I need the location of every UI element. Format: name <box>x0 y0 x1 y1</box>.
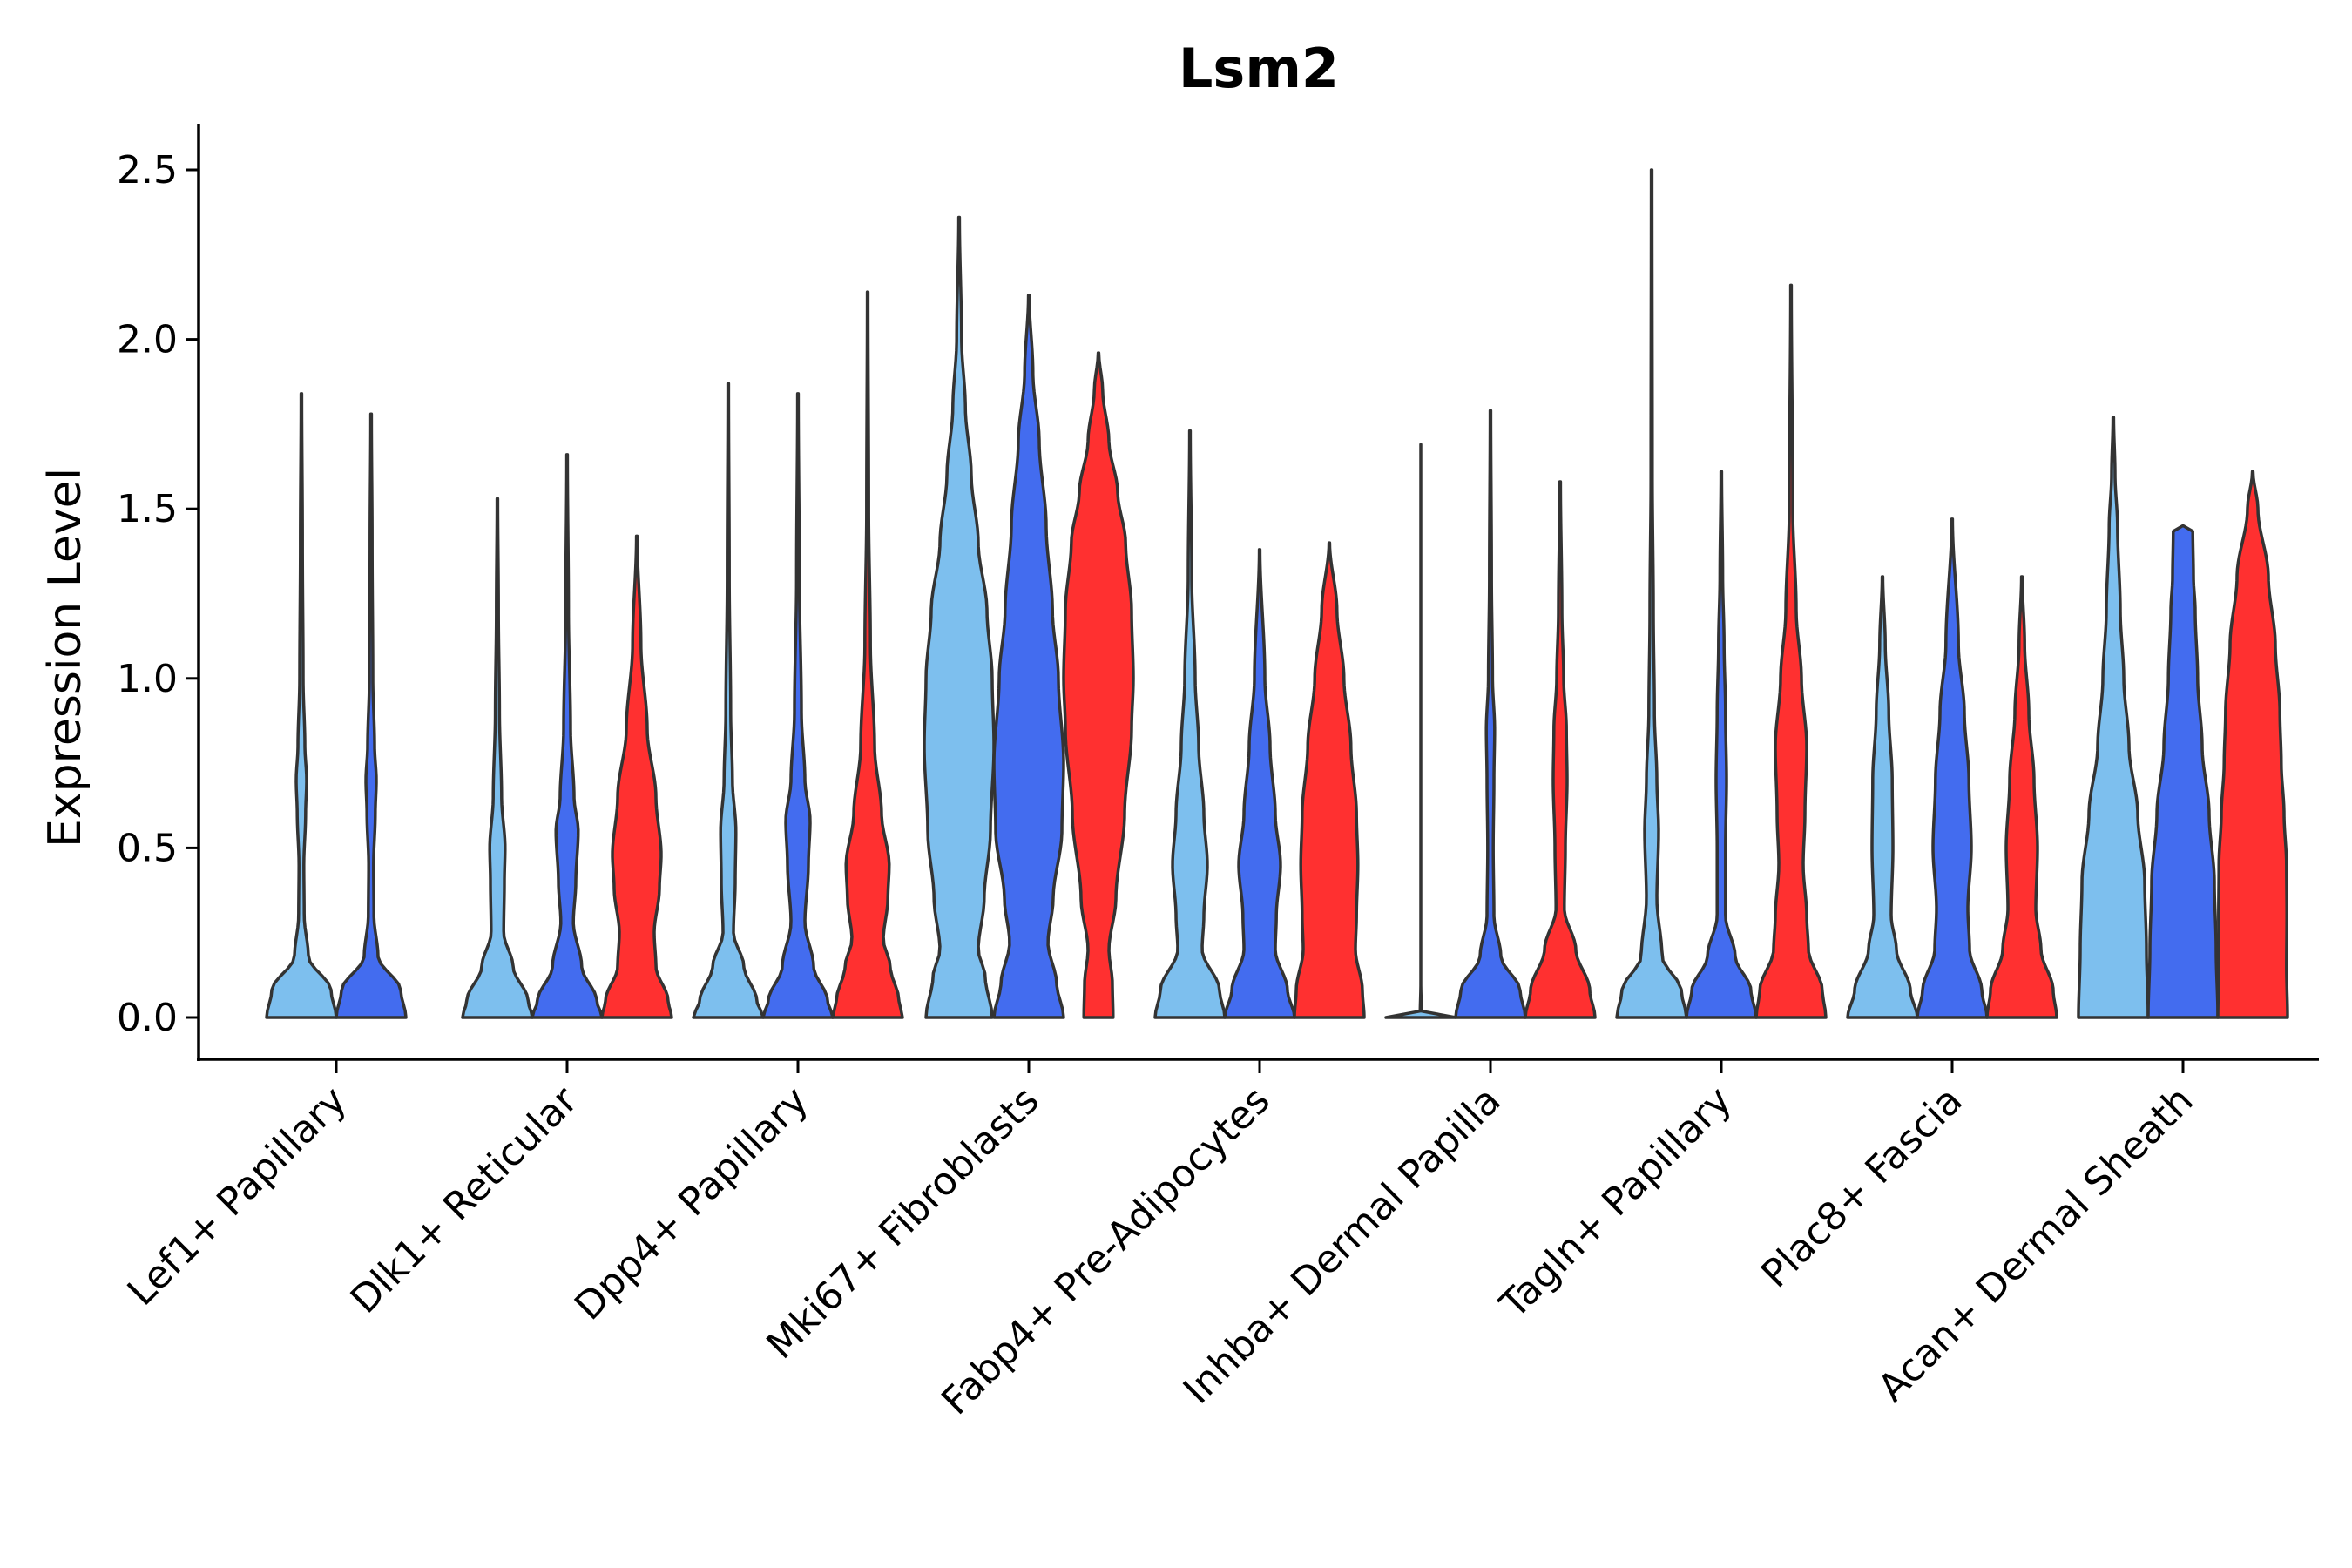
violin-4-2 <box>1293 541 1366 1019</box>
x-tick-label: Dlk1+ Reticular <box>342 1078 587 1322</box>
x-tick-label: Plac8+ Fascia <box>1753 1078 1971 1297</box>
violin-5-1 <box>1454 409 1527 1019</box>
y-axis-label: Expression Level <box>39 468 91 848</box>
violin-7-1 <box>1916 517 1989 1019</box>
x-tick-label: Tagln+ Papillary <box>1491 1078 1740 1328</box>
violin-2-0 <box>692 382 765 1019</box>
violin-6-2 <box>1754 283 1828 1019</box>
y-ticks: 0.0 0.5 1.0 1.5 2.0 2.5 <box>117 148 199 1040</box>
y-tick-label: 2.5 <box>117 148 178 193</box>
violin-8-0 <box>2077 416 2150 1019</box>
x-tick-label: Dpp4+ Papillary <box>566 1078 817 1329</box>
violin-3-1 <box>992 294 1065 1019</box>
violin-5-2 <box>1524 480 1597 1019</box>
violin-7-2 <box>1985 575 2058 1019</box>
violin-3-0 <box>923 215 996 1019</box>
violin-0-0 <box>265 392 338 1019</box>
violin-8-2 <box>2216 470 2289 1019</box>
violin-7-0 <box>1846 575 1919 1019</box>
violin-2-2 <box>831 290 904 1019</box>
violin-4-0 <box>1153 429 1227 1019</box>
violin-2-1 <box>761 392 835 1019</box>
x-tick-label: Lef1+ Papillary <box>119 1078 355 1315</box>
violin-3-2 <box>1062 351 1135 1019</box>
y-tick-label: 1.0 <box>117 657 178 701</box>
chart-title: Lsm2 <box>1179 37 1339 100</box>
violin-1-2 <box>600 534 673 1019</box>
violin-6-1 <box>1685 470 1758 1019</box>
y-tick-label: 0.0 <box>117 996 178 1040</box>
violin-4-1 <box>1223 548 1296 1019</box>
y-tick-label: 2.0 <box>117 318 178 362</box>
axes <box>197 124 2319 1061</box>
y-tick-label: 1.5 <box>117 487 178 531</box>
y-tick-label: 0.5 <box>117 826 178 870</box>
violin-layer <box>265 168 2289 1019</box>
violin-1-1 <box>531 453 604 1019</box>
violin-1-0 <box>461 497 534 1019</box>
violin-5-0 <box>1384 443 1457 1019</box>
violin-6-0 <box>1615 168 1688 1019</box>
violin-0-1 <box>335 412 408 1019</box>
violin-8-1 <box>2146 524 2220 1019</box>
